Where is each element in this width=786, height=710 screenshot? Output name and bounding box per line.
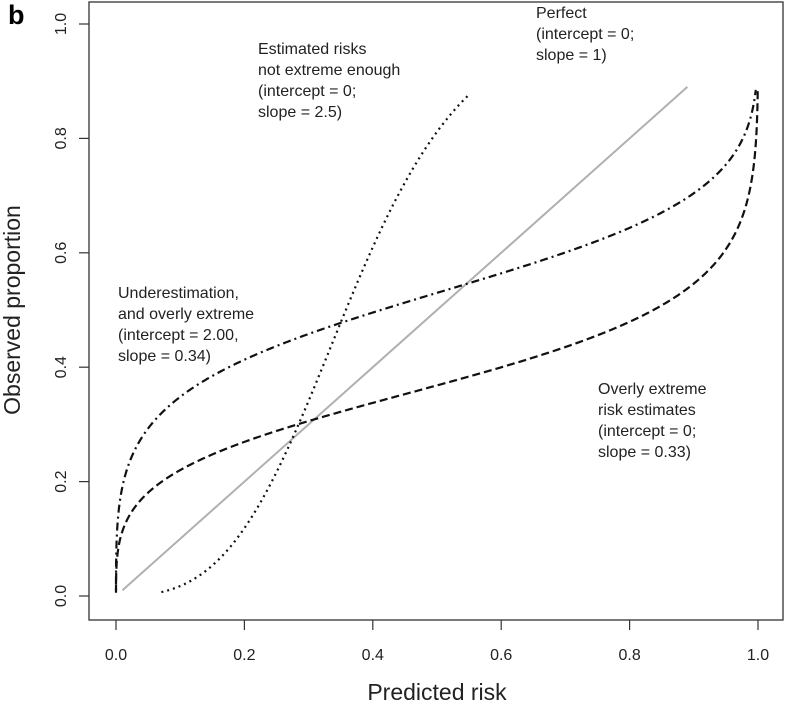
curve-dotted [161, 94, 470, 594]
y-tick-label: 1.0 [53, 13, 70, 35]
curve-solid [121, 86, 689, 592]
annotation-line: risk estimates [598, 402, 696, 419]
annotation-line: Perfect [536, 5, 587, 22]
annotation-line: Underestimation, [118, 285, 239, 302]
y-axis: 0.0 0.2 0.4 0.6 0.8 1.0 [53, 13, 89, 607]
y-tick-label: 0.2 [53, 470, 70, 492]
x-tick-label: 0.0 [105, 647, 127, 664]
annotation-line: slope = 0.34) [118, 348, 211, 365]
x-tick-label: 0.6 [490, 647, 512, 664]
x-axis: 0.0 0.2 0.4 0.6 0.8 1.0 [105, 620, 769, 664]
x-tick-label: 0.2 [233, 647, 255, 664]
annotation-line: not extreme enough [258, 62, 400, 79]
y-axis-label: Observed proportion [0, 205, 25, 415]
curves [114, 86, 759, 594]
y-tick-label: 0.8 [53, 127, 70, 149]
annotation-line: (intercept = 2.00, [118, 327, 239, 344]
annotation-line: (intercept = 0; [598, 423, 696, 440]
annotation-line: Overly extreme [598, 381, 707, 398]
y-tick-label: 0.4 [53, 356, 70, 378]
annotations: Perfect (intercept = 0; slope = 1) Estimate… [118, 5, 707, 461]
x-tick-label: 0.4 [362, 647, 384, 664]
annotation-line: slope = 2.5) [258, 104, 342, 121]
x-tick-label: 0.8 [618, 647, 640, 664]
y-tick-label: 0.6 [53, 242, 70, 264]
curve-dashed [114, 89, 759, 593]
y-tick-label: 0.0 [53, 585, 70, 607]
x-tick-label: 1.0 [747, 647, 769, 664]
annotation-line: and overly extreme [118, 306, 254, 323]
panel-label: b [8, 0, 25, 30]
annotation-line: slope = 1) [536, 47, 607, 64]
annotation-line: (intercept = 0; [258, 83, 356, 100]
plot-frame [88, 1, 784, 621]
annotation-line: slope = 0.33) [598, 444, 691, 461]
x-axis-label: Predicted risk [367, 679, 507, 705]
annotation-line: Estimated risks [258, 41, 366, 58]
annotation-line: (intercept = 0; [536, 26, 634, 43]
